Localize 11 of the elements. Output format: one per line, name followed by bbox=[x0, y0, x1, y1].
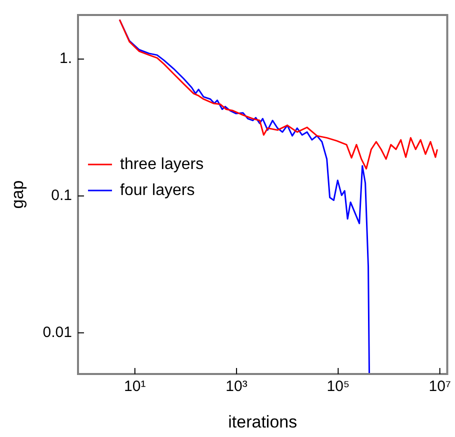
x-tick-label: 10³ bbox=[226, 378, 248, 396]
x-axis-title: iterations bbox=[228, 412, 298, 432]
y-axis-title: gap bbox=[8, 180, 27, 209]
legend-label: three layers bbox=[120, 156, 204, 173]
y-tick-label: 1. bbox=[59, 50, 72, 68]
x-tick-label: 10⁵ bbox=[326, 378, 350, 396]
x-tick-label: 10⁷ bbox=[428, 378, 451, 396]
y-tick-label: 0.01 bbox=[42, 324, 72, 341]
legend-label: four layers bbox=[120, 182, 195, 199]
y-tick-label: 0.1 bbox=[51, 187, 72, 204]
x-tick-label: 10¹ bbox=[124, 378, 146, 396]
